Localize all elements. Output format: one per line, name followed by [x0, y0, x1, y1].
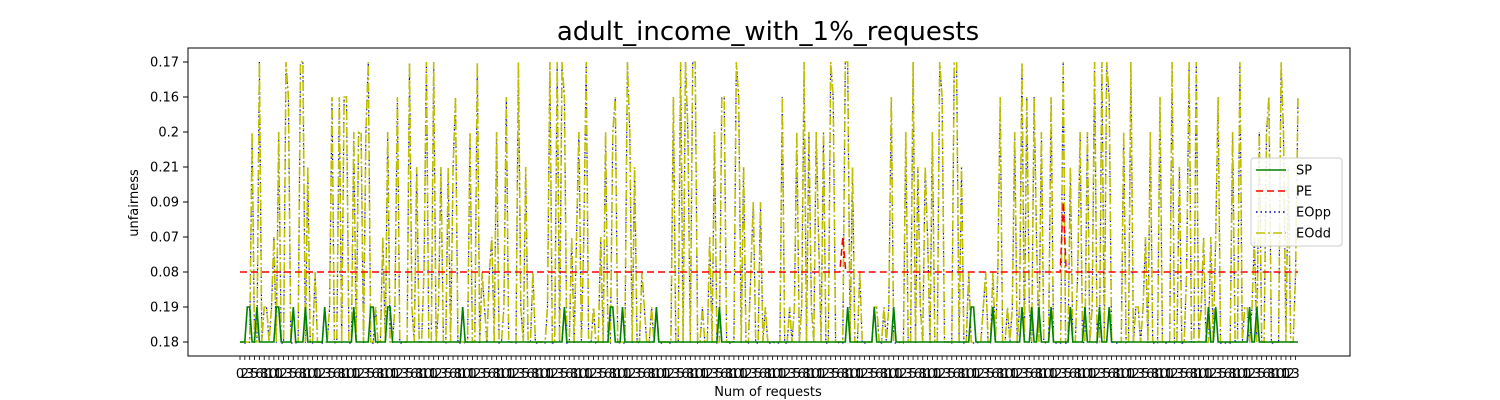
series-line-eodd	[240, 62, 1298, 342]
chart-title: adult_income_with_1%_requests	[557, 17, 979, 47]
y-tick-label: 0.18	[150, 336, 179, 351]
legend-label: EOdd	[1296, 227, 1331, 242]
legend: SP PE EOpp EOdd	[1251, 158, 1342, 246]
y-axis: 0.18 0.19 0.08 0.07 0.09 0.21 0.2 0.16 0.17	[150, 56, 188, 351]
x-tick-label: 3	[1291, 367, 1299, 382]
legend-label: PE	[1296, 185, 1312, 200]
x-axis: 0235681011023568101102356810110235681011…	[236, 356, 1300, 382]
y-tick-label: 0.17	[150, 56, 179, 71]
y-tick-label: 0.2	[158, 126, 179, 141]
y-tick-label: 0.21	[150, 161, 179, 176]
y-tick-label: 0.09	[150, 196, 179, 211]
x-axis-label: Num of requests	[714, 385, 822, 400]
legend-label: SP	[1296, 164, 1312, 179]
y-tick-label: 0.08	[150, 266, 179, 281]
y-tick-label: 0.16	[150, 91, 179, 106]
y-tick-label: 0.19	[150, 301, 179, 316]
y-axis-label: unfairness	[127, 169, 142, 237]
series-layer	[240, 62, 1298, 343]
y-tick-label: 0.07	[150, 231, 179, 246]
legend-label: EOpp	[1296, 206, 1331, 221]
